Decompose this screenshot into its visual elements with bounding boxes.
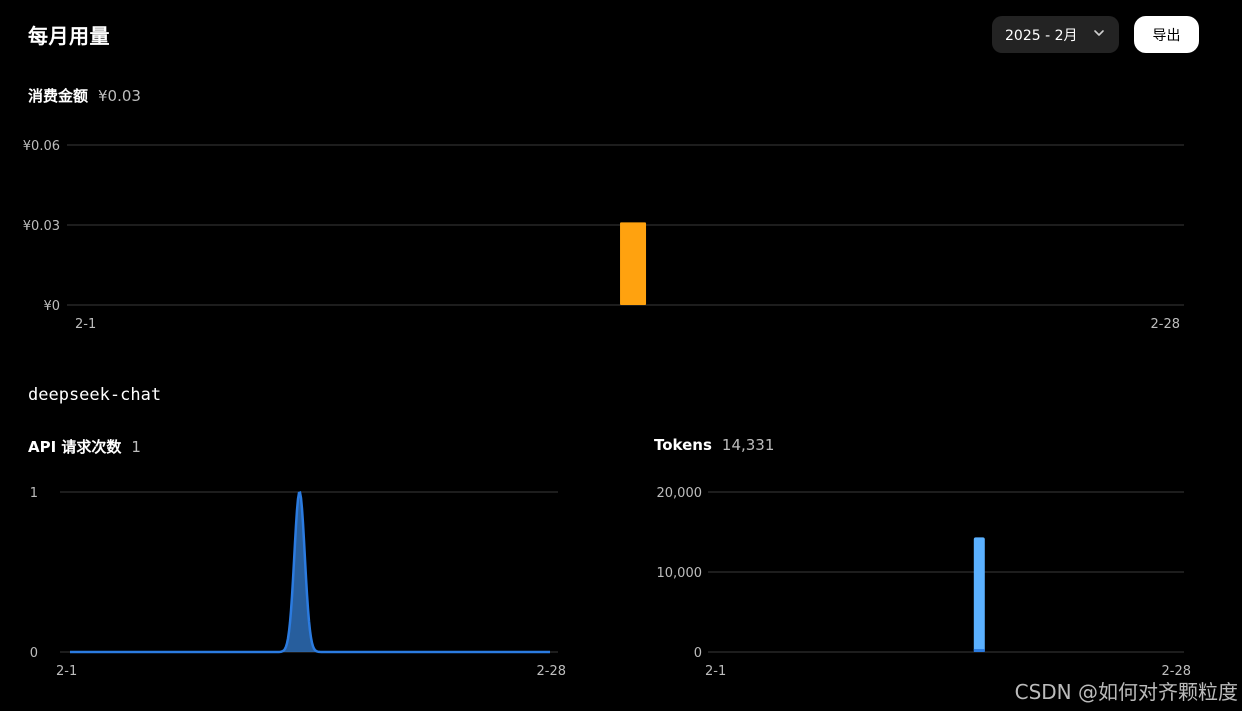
cost-metric: 消费金额 ¥0.03 xyxy=(28,85,141,106)
x-tick-label-end: 2-28 xyxy=(536,664,566,679)
requests-line xyxy=(70,490,550,654)
model-name: deepseek-chat xyxy=(28,385,162,405)
x-tick-label-end: 2-28 xyxy=(1161,664,1191,679)
watermark: CSDN @如何对齐颗粒度 xyxy=(1014,680,1238,704)
chevron-down-icon xyxy=(1094,30,1104,36)
y-tick-label: 10,000 xyxy=(657,566,703,581)
cost-bar xyxy=(620,222,647,305)
tokens-bar xyxy=(973,537,985,652)
y-tick-label: ¥0.03 xyxy=(23,219,60,234)
x-tick-label-start: 2-1 xyxy=(705,664,726,679)
cost-value: ¥0.03 xyxy=(98,87,141,105)
tokens-bar-base xyxy=(973,649,985,652)
y-tick-label: ¥0.06 xyxy=(23,139,60,154)
requests-value: 1 xyxy=(131,438,141,456)
requests-metric: API 请求次数 1 xyxy=(28,436,141,457)
tokens-metric: Tokens 14,331 xyxy=(654,436,774,454)
month-select[interactable]: 2025 - 2月 xyxy=(992,16,1119,53)
export-button[interactable]: 导出 xyxy=(1134,16,1199,53)
x-tick-label-end: 2-28 xyxy=(1150,317,1180,332)
month-select-value: 2025 - 2月 xyxy=(1005,27,1078,44)
page-title: 每月用量 xyxy=(28,24,110,48)
y-tick-label: 1 xyxy=(30,486,38,501)
y-tick-label: ¥0 xyxy=(43,299,60,314)
x-tick-label-start: 2-1 xyxy=(56,664,77,679)
cost-label: 消费金额 xyxy=(28,87,89,105)
tokens-label: Tokens xyxy=(654,436,712,454)
x-tick-label-start: 2-1 xyxy=(75,317,96,332)
y-tick-label: 20,000 xyxy=(657,486,703,501)
y-tick-label: 0 xyxy=(30,646,38,661)
y-tick-label: 0 xyxy=(694,646,702,661)
requests-label: API 请求次数 xyxy=(28,438,122,456)
tokens-value: 14,331 xyxy=(721,436,775,454)
